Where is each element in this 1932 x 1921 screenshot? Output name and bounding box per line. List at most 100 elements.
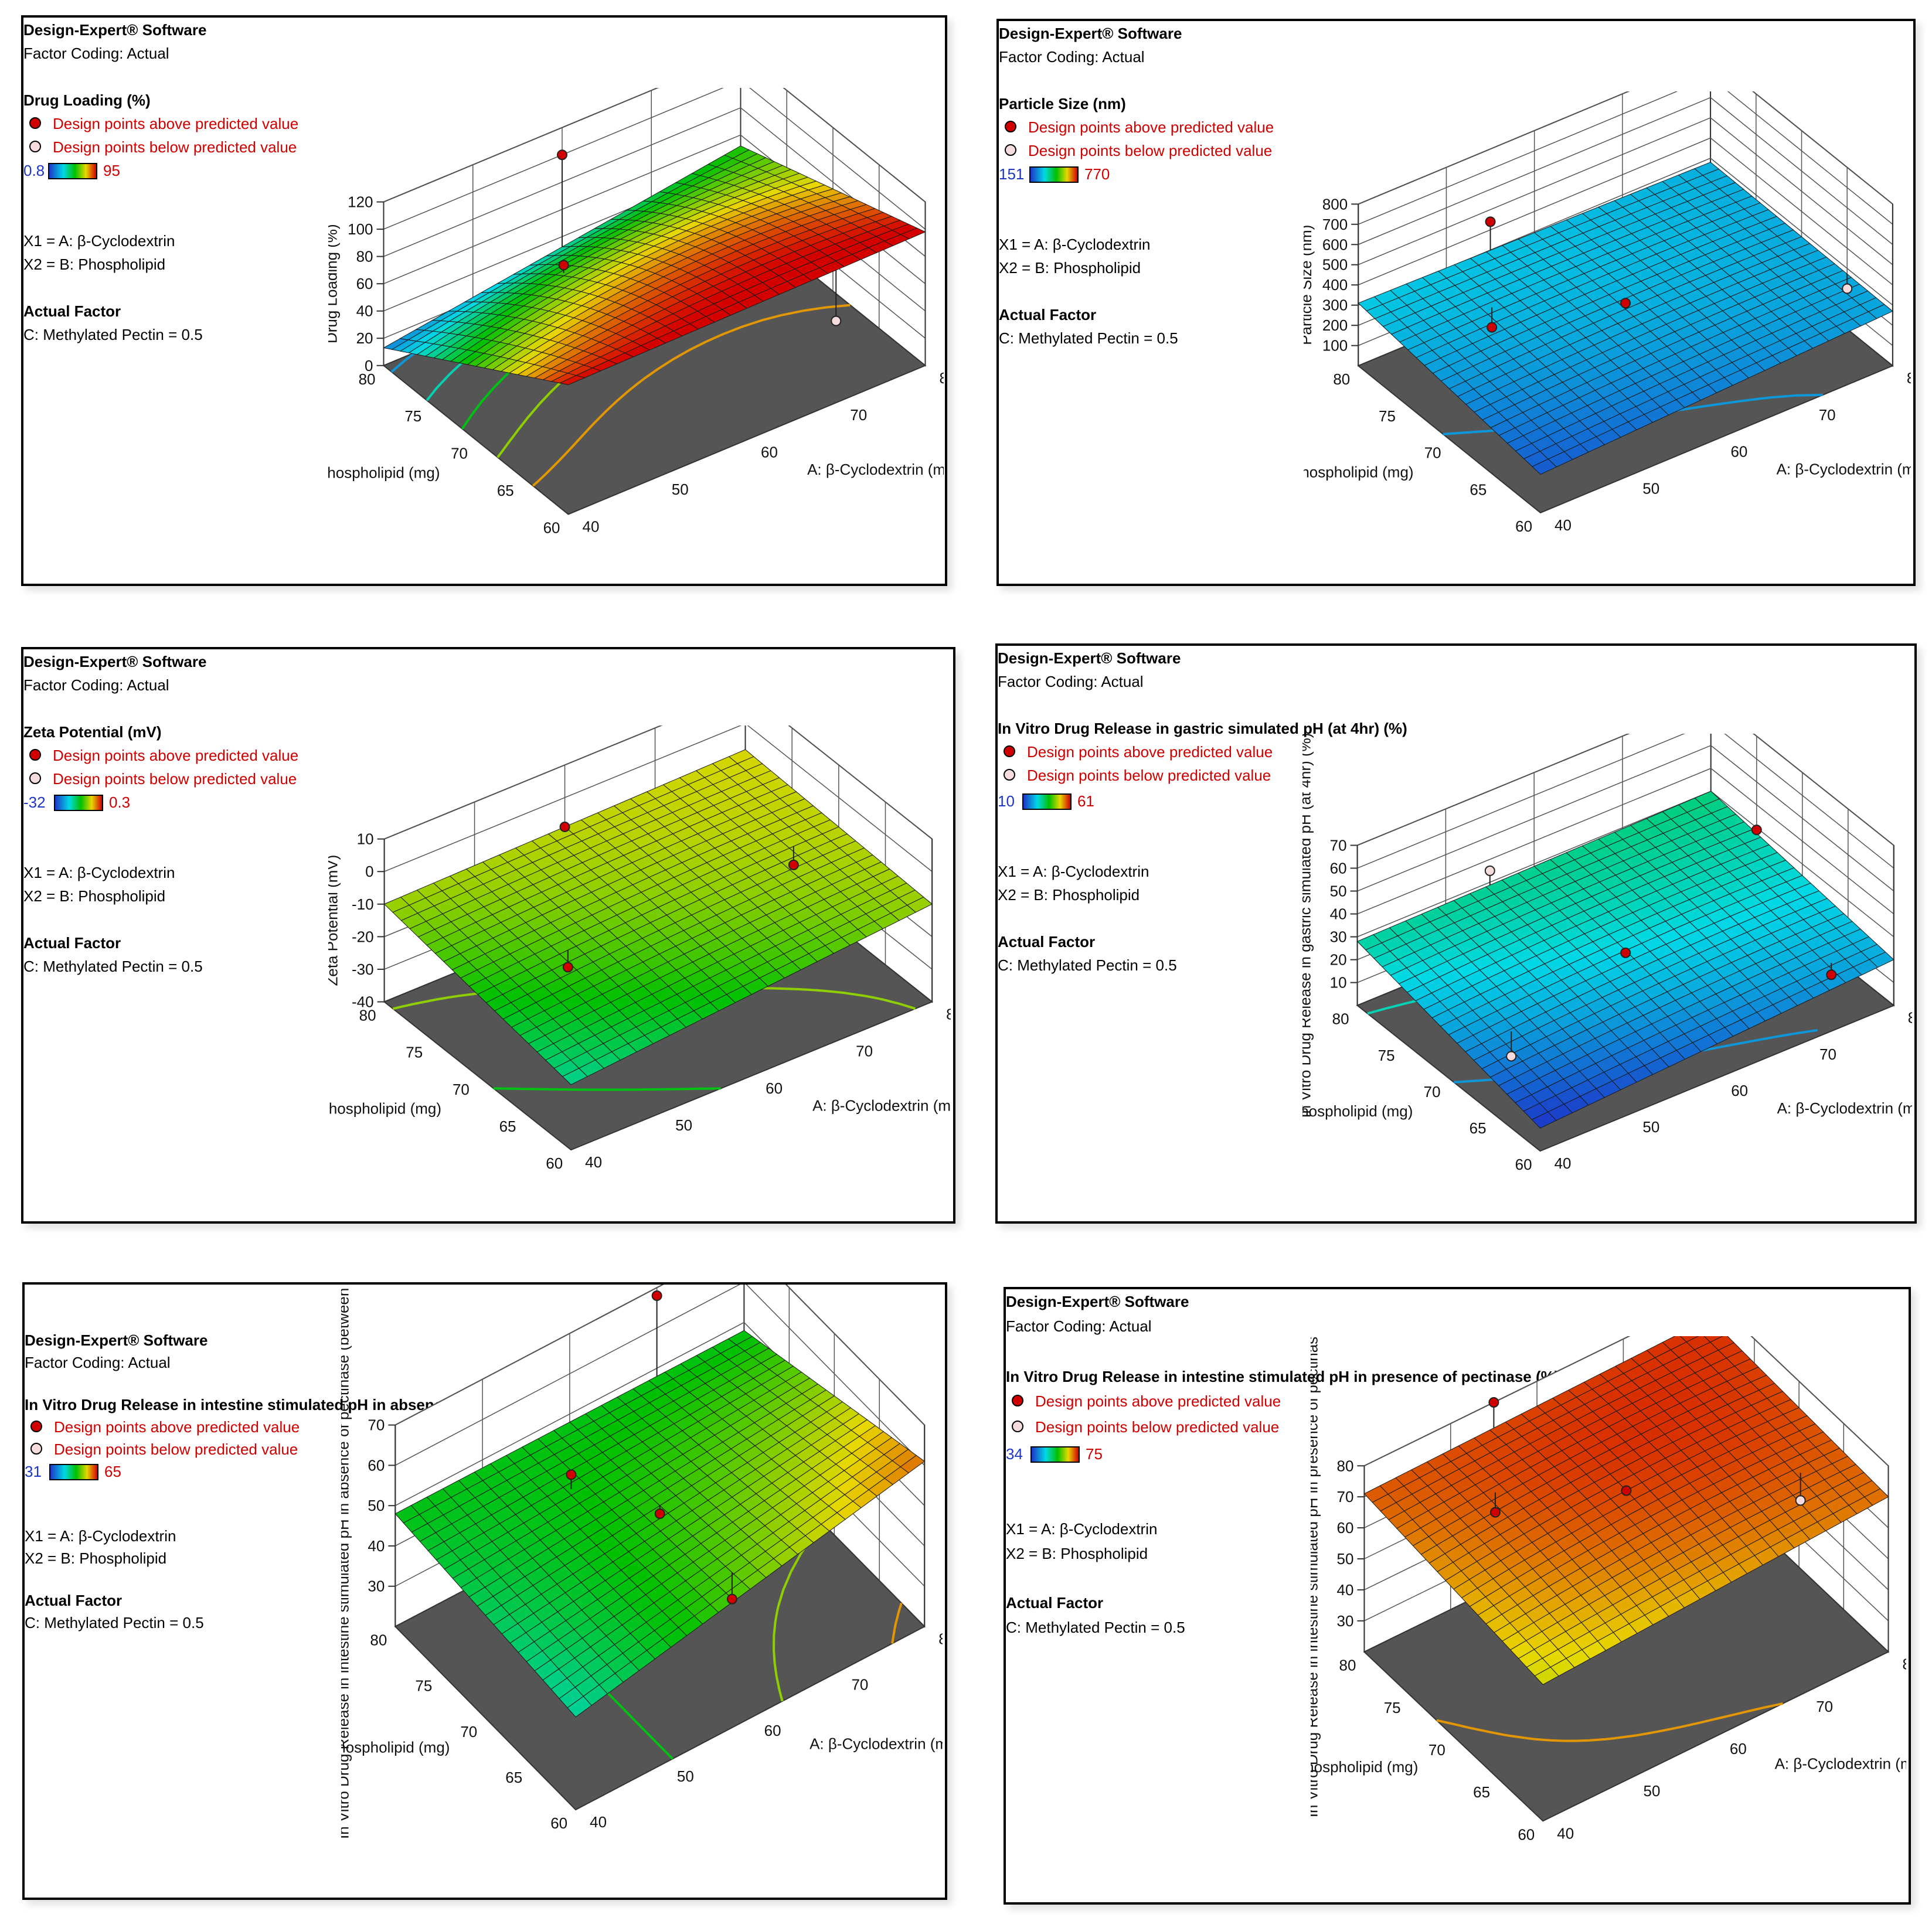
z-tick-label: 80: [1337, 1457, 1354, 1474]
surface-plot: 0 20 40 60 80 100 120 Drug Loading (%) 40 50 60 70 8…: [328, 88, 944, 537]
y-tick-label: 65: [1470, 481, 1487, 498]
z-tick-label: 50: [1337, 1550, 1354, 1568]
above-point-icon: [1005, 121, 1016, 132]
z-tick-label: 80: [356, 248, 373, 265]
x-tick-label: 40: [590, 1813, 607, 1831]
actual-factor-value: C: Methylated Pectin = 0.5: [23, 958, 203, 975]
x-tick-label: 60: [1730, 1740, 1747, 1757]
x-tick-label: 50: [1642, 479, 1659, 497]
z-tick-label: 60: [356, 275, 373, 292]
above-label: Design points above predicted value: [1028, 118, 1274, 136]
contour-line: [891, 1602, 903, 1644]
surface-cell: [1532, 458, 1557, 475]
wall-gridline: [1357, 734, 1894, 869]
y-tick-label: 80: [359, 1007, 376, 1024]
y-tick-label: 80: [1332, 1010, 1349, 1028]
surface-plot: -40 -30 -20 -10 0 10 Zeta Potential (mV) 40 50 60…: [328, 726, 951, 1172]
wall-gridline: [1357, 745, 1894, 892]
above-label: Design points above predicted value: [53, 115, 299, 132]
design-point-below: [1795, 1495, 1806, 1506]
z-tick-label: -10: [352, 895, 374, 913]
y-tick-label: 80: [359, 370, 376, 388]
range-min: -32: [23, 793, 46, 811]
design-point-above: [558, 260, 569, 271]
legend: Design-Expert® Software Factor Coding: A…: [23, 18, 492, 584]
y-tick-label: 80: [1339, 1657, 1356, 1674]
z-tick-label: 70: [1337, 1488, 1354, 1506]
y-tick-label: 75: [1384, 1699, 1401, 1716]
x-tick-label: 80: [940, 369, 944, 387]
z-tick-label: 10: [357, 830, 374, 848]
panel-zeta-potential: Design-Expert® Software Factor Coding: A…: [21, 647, 955, 1224]
y-tick-label: 60: [543, 519, 560, 537]
actual-factor-value: C: Methylated Pectin = 0.5: [23, 326, 203, 343]
response-surface: [1356, 791, 1894, 1129]
range-max: 75: [1086, 1445, 1103, 1463]
panel-particle-size: Design-Expert® Software Factor Coding: A…: [996, 19, 1916, 586]
actual-factor-title: Actual Factor: [25, 1592, 123, 1609]
design-point-above: [1826, 969, 1837, 980]
surface-cell: [559, 375, 586, 386]
y-tick-label: 70: [453, 1081, 470, 1098]
y-tick-label: 60: [550, 1814, 567, 1832]
x-axis-title: A: β-Cyclodextrin (mg): [807, 461, 944, 478]
factor-coding: Factor Coding: Actual: [23, 676, 169, 694]
above-point-icon: [1012, 1395, 1023, 1406]
design-point-above: [1751, 825, 1762, 836]
y-tick-label: 65: [497, 482, 514, 499]
legend: Design-Expert® Software Factor Coding: A…: [998, 646, 1467, 1221]
y-tick-label: 70: [1428, 1741, 1445, 1759]
panel-intestine-pectinase: Design-Expert® Software Factor Coding: A…: [1004, 1287, 1911, 1905]
x-axis-title: A: β-Cyclodextrin (mg): [1777, 1099, 1912, 1117]
panel-intestine-no-pectinase: Design-Expert® Software Factor Coding: A…: [22, 1282, 947, 1900]
design-point-above: [654, 1508, 665, 1519]
range-max: 61: [1077, 792, 1094, 810]
design-point-above: [1485, 216, 1496, 227]
wall-gridline: [383, 88, 926, 230]
y-axis-title: B: Phospholipid (mg): [1302, 1102, 1413, 1120]
z-axis-title: Drug Loading (%): [328, 224, 341, 343]
design-point-below: [1506, 1051, 1517, 1062]
y-tick-label: 60: [1515, 1156, 1532, 1173]
color-scale-bar: [1029, 166, 1079, 183]
actual-factor-value: C: Methylated Pectin = 0.5: [998, 956, 1177, 974]
surface-cell: [1534, 1667, 1559, 1685]
below-label: Design points below predicted value: [1028, 142, 1273, 159]
z-tick-label: 20: [356, 329, 373, 347]
actual-factor-title: Actual Factor: [23, 302, 121, 320]
below-point-icon: [29, 141, 41, 152]
z-tick-label: 50: [368, 1497, 385, 1514]
design-point-above: [651, 1290, 662, 1301]
actual-factor-value: C: Methylated Pectin = 0.5: [999, 329, 1178, 347]
design-point-below: [831, 315, 842, 326]
z-tick-label: -40: [352, 993, 374, 1011]
x-tick-label: 40: [1555, 516, 1572, 534]
actual-factor-value: C: Methylated Pectin = 0.5: [1006, 1619, 1185, 1636]
z-tick-label: 10: [1330, 974, 1347, 992]
response-title: Drug Loading (%): [23, 91, 151, 109]
x-tick-label: 80: [946, 1006, 951, 1023]
response-surface: [383, 749, 933, 1085]
x-tick-label: 70: [1819, 1045, 1836, 1063]
y-axis-title: B: Phospholipid (mg): [1311, 1758, 1418, 1776]
y-axis-title: B: Phospholipid (mg): [341, 1739, 450, 1756]
below-point-icon: [29, 772, 41, 784]
below-label: Design points below predicted value: [1027, 767, 1271, 784]
panel-drug-loading: Design-Expert® Software Factor Coding: A…: [21, 15, 947, 586]
wall-gridline: [384, 726, 933, 840]
color-scale-bar: [1030, 1446, 1080, 1463]
y-axis-title: B: Phospholipid (mg): [1304, 463, 1414, 481]
x-tick-label: 60: [764, 1722, 781, 1739]
contour-line: [1436, 1702, 1783, 1742]
response-surface: [1358, 162, 1893, 475]
y-tick-label: 70: [1424, 444, 1441, 462]
wall-gridline: [1358, 97, 1893, 245]
y-tick-label: 60: [1518, 1825, 1535, 1843]
x1-label: X1 = A: β-Cyclodextrin: [999, 236, 1151, 253]
range-min: 0.8: [23, 162, 45, 179]
design-point-above: [562, 962, 573, 973]
factor-coding: Factor Coding: Actual: [1006, 1317, 1152, 1335]
factor-coding: Factor Coding: Actual: [25, 1354, 171, 1371]
x-tick-label: 60: [766, 1079, 783, 1097]
response-surface: [383, 145, 926, 386]
